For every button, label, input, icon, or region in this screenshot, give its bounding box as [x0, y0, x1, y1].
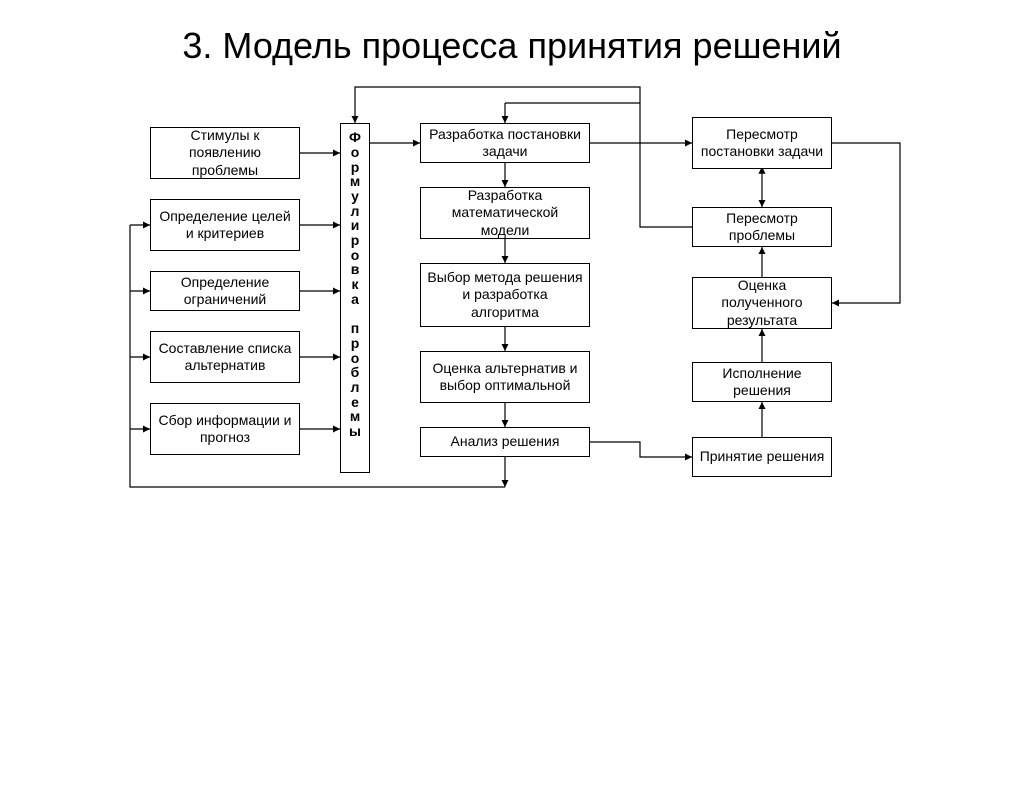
- flowchart-canvas: Стимулы к появлению проблемы Определение …: [0, 67, 1024, 667]
- node-l2: Определение целей и критериев: [150, 199, 300, 251]
- edge-12: [590, 442, 692, 457]
- node-r3: Оценка полученного результата: [692, 277, 832, 329]
- node-r2: Пересмотр проблемы: [692, 207, 832, 247]
- node-l3: Определение ограничений: [150, 271, 300, 311]
- page-title: 3. Модель процесса принятия решений: [0, 24, 1024, 67]
- node-r5: Принятие решения: [692, 437, 832, 477]
- node-f: Формулировка проблемы: [340, 123, 370, 473]
- node-m1: Разработка постановки задачи: [420, 123, 590, 163]
- node-m5: Анализ решения: [420, 427, 590, 457]
- node-m2: Разработка математической модели: [420, 187, 590, 239]
- node-l5: Сбор информации и прогноз: [150, 403, 300, 455]
- node-m3: Выбор метода решения и разработка алгори…: [420, 263, 590, 327]
- edge-17: [832, 143, 900, 303]
- node-l1: Стимулы к появлению проблемы: [150, 127, 300, 179]
- node-r1: Пересмотр постановки задачи: [692, 117, 832, 169]
- node-r4: Исполнение решения: [692, 362, 832, 402]
- node-m4: Оценка альтернатив и выбор оптимальной: [420, 351, 590, 403]
- node-l4: Составление списка альтернатив: [150, 331, 300, 383]
